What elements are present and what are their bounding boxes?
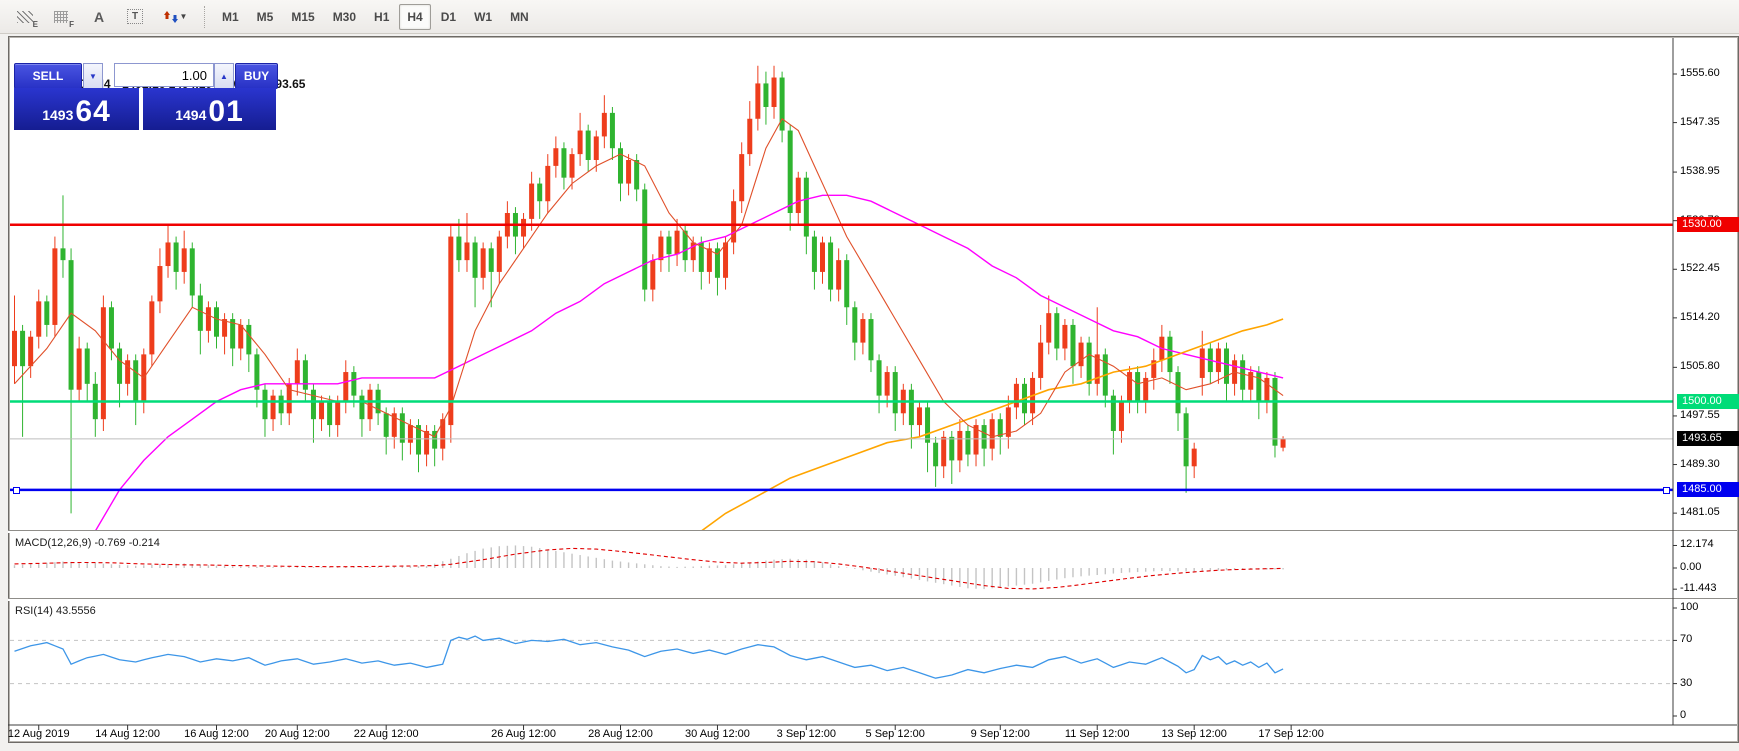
arrows-glyph	[163, 10, 178, 23]
caret-down-icon: ▼	[179, 12, 188, 21]
pane-separator-macd[interactable]	[8, 530, 1737, 533]
rsi-label: RSI(14) 43.5556	[15, 605, 96, 617]
date-label: 22 Aug 12:00	[353, 728, 419, 740]
timeframe-button-h1[interactable]: H1	[374, 9, 390, 24]
price-tick-label: 1547.35	[1680, 115, 1720, 128]
hline-handle[interactable]	[13, 486, 20, 494]
text-box-icon[interactable]: T	[120, 5, 150, 29]
date-label: 12 Aug 2019	[7, 728, 70, 740]
buy-price-small: 1494	[175, 107, 207, 123]
volume-decrease-button[interactable]: ▼	[83, 63, 103, 89]
rsi-scale-label: 30	[1680, 676, 1693, 689]
top-toolbar: E F A T ▼ M1 M5 M15 M30 H1 H4 D1 W1 MN	[0, 0, 1739, 34]
date-label: 14 Aug 12:00	[95, 728, 161, 740]
macd-scale-label: 0.00	[1680, 561, 1702, 573]
date-label: 5 Sep 12:00	[865, 728, 925, 740]
date-label: 28 Aug 12:00	[588, 728, 653, 740]
macd-label: MACD(12,26,9) -0.769 -0.214	[15, 537, 160, 549]
timeframe-button-m15[interactable]: M15	[291, 9, 315, 24]
price-level-chip[interactable]: 1530.00	[1677, 216, 1739, 232]
timeframe-button-mn[interactable]: MN	[510, 9, 529, 24]
price-tick-label: 1489.30	[1680, 457, 1720, 470]
fibo-grid-icon[interactable]: F	[46, 5, 76, 29]
timeframe-button-d1[interactable]: D1	[440, 9, 457, 24]
grid-icon-sub: F	[69, 19, 74, 29]
price-tick-label: 1514.20	[1680, 310, 1720, 323]
equidistant-channel-icon[interactable]: E	[10, 5, 40, 29]
timeframe-button-w1[interactable]: W1	[474, 9, 493, 24]
date-label: 9 Sep 12:00	[970, 728, 1030, 740]
arrows-tool-icon[interactable]: ▼	[156, 5, 194, 29]
date-label: 30 Aug 12:00	[685, 728, 750, 740]
tbox-glyph: T	[127, 9, 143, 24]
date-label: 17 Sep 12:00	[1258, 728, 1324, 740]
buy-price-box[interactable]: 1494 01	[143, 88, 276, 130]
buy-button[interactable]: BUY	[235, 63, 278, 89]
sell-price-small: 1493	[42, 107, 74, 123]
date-label: 16 Aug 12:00	[184, 728, 249, 740]
sell-button[interactable]: SELL	[14, 63, 82, 89]
volume-input[interactable]	[114, 63, 214, 87]
rsi-scale-label: 100	[1680, 601, 1699, 613]
price-tick-label: 1522.45	[1680, 262, 1720, 275]
grid-glyph	[54, 10, 68, 23]
rsi-scale-label: 70	[1680, 633, 1693, 646]
price-tick-label: 1481.05	[1680, 506, 1720, 519]
macd-scale-label: 12.174	[1680, 538, 1714, 551]
price-tick-label: 1555.60	[1680, 67, 1720, 79]
price-level-chip[interactable]: 1500.00	[1677, 393, 1739, 409]
price-tick-label: 1497.55	[1680, 408, 1720, 421]
channel-icon-sub: E	[32, 19, 38, 29]
volume-increase-button[interactable]: ▲	[214, 63, 234, 89]
sell-price-big: 64	[75, 95, 111, 128]
hatch-glyph	[17, 10, 33, 23]
macd-scale-label: -11.443	[1680, 582, 1717, 595]
price-tick-label: 1538.95	[1680, 165, 1720, 178]
date-label: 3 Sep 12:00	[776, 728, 836, 740]
timeframe-button-h4[interactable]: H4	[399, 3, 431, 30]
date-label: 11 Sep 12:00	[1064, 728, 1130, 740]
timeframe-button-m1[interactable]: M1	[222, 9, 239, 24]
toolbar-separator	[204, 5, 206, 28]
rsi-scale-label: 0	[1680, 709, 1687, 721]
price-level-chip[interactable]: 1485.00	[1677, 481, 1739, 497]
timeframe-button-m5[interactable]: M5	[256, 9, 274, 24]
price-level-chip[interactable]: 1493.65	[1677, 430, 1739, 446]
buy-price-big: 01	[208, 95, 244, 128]
date-label: 13 Sep 12:00	[1161, 728, 1227, 740]
date-label: 26 Aug 12:00	[491, 728, 556, 740]
price-tick-label: 1505.80	[1680, 360, 1720, 373]
pane-separator-rsi[interactable]	[8, 598, 1737, 601]
sell-price-box[interactable]: 1493 64	[14, 88, 139, 130]
timeframe-button-m30[interactable]: M30	[332, 9, 357, 24]
timeframe-group: M1 M5 M15 M30 H1 H4 D1 W1 MN	[214, 3, 537, 30]
date-label: 20 Aug 12:00	[264, 728, 330, 740]
one-click-trading-panel: SELL ▼ ▲ BUY 1493 64 1494 01	[14, 63, 278, 133]
hline-handle[interactable]	[1663, 486, 1670, 494]
chart-window[interactable]: ▲ XAUUSD-,H4 1492.16 1494.10 1491.54 149…	[8, 36, 1739, 743]
text-label-icon[interactable]: A	[93, 8, 105, 25]
